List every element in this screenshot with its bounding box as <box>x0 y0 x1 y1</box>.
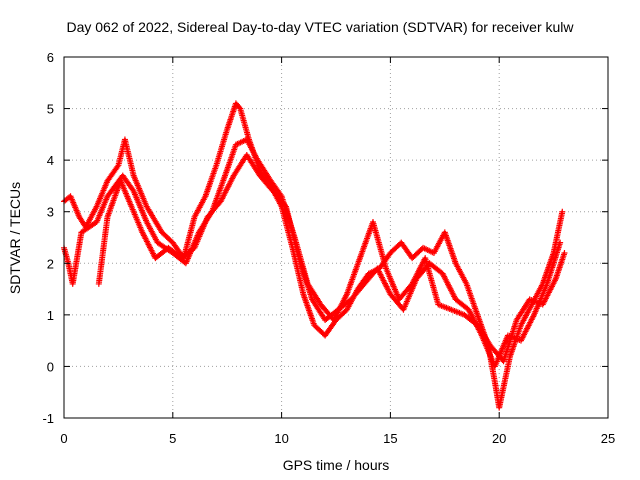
y-tick-label: 6 <box>47 50 54 65</box>
x-tick-label: 5 <box>169 431 176 446</box>
y-tick-label: 1 <box>47 308 54 323</box>
series-track-b <box>61 136 568 365</box>
y-tick-label: -1 <box>42 411 54 426</box>
data-markers <box>61 100 568 411</box>
y-tick-label: 0 <box>47 359 54 374</box>
y-tick-label: 3 <box>47 205 54 220</box>
data-point <box>559 208 566 215</box>
plot-frame <box>63 56 609 419</box>
data-point <box>236 104 243 111</box>
x-tick-label: 20 <box>492 431 506 446</box>
chart-title: Day 062 of 2022, Sidereal Day-to-day VTE… <box>66 19 574 35</box>
axis-ticks: 0 5 10 15 20 25 -1 0 1 2 3 4 5 6 <box>42 50 615 446</box>
y-axis-label: SDTVAR / TECUs <box>7 182 23 294</box>
y-tick-label: 2 <box>47 256 54 271</box>
x-axis-label: GPS time / hours <box>283 457 390 473</box>
y-tick-label: 4 <box>47 153 54 168</box>
x-tick-label: 0 <box>60 431 67 446</box>
series-track-c <box>95 151 564 370</box>
y-tick-label: 5 <box>47 102 54 117</box>
data-point <box>561 249 568 256</box>
data-point <box>557 239 564 246</box>
data-point <box>281 202 288 209</box>
x-tick-label: 10 <box>274 431 288 446</box>
series-track-a <box>61 100 566 411</box>
x-tick-label: 15 <box>383 431 397 446</box>
x-tick-label: 25 <box>601 431 615 446</box>
